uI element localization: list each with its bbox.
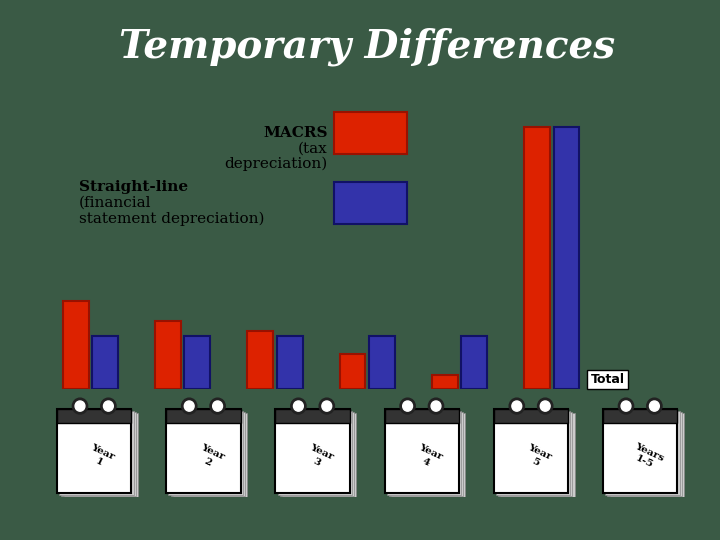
Text: statement depreciation): statement depreciation) [79, 212, 264, 226]
Circle shape [72, 398, 88, 414]
FancyBboxPatch shape [59, 410, 133, 495]
FancyBboxPatch shape [335, 182, 407, 224]
FancyBboxPatch shape [391, 413, 466, 497]
FancyBboxPatch shape [608, 411, 682, 496]
Text: Year
4: Year 4 [413, 443, 444, 471]
Bar [276, 336, 302, 389]
FancyBboxPatch shape [171, 411, 245, 496]
FancyBboxPatch shape [387, 410, 461, 495]
Circle shape [428, 398, 444, 414]
Circle shape [431, 401, 441, 411]
FancyBboxPatch shape [276, 409, 350, 494]
Circle shape [291, 398, 306, 414]
Bar [247, 330, 273, 389]
Circle shape [184, 401, 194, 411]
FancyBboxPatch shape [603, 409, 678, 494]
Text: Year
3: Year 3 [304, 443, 335, 471]
Text: MACRS: MACRS [264, 126, 328, 140]
FancyBboxPatch shape [606, 410, 680, 495]
Text: Year
5: Year 5 [522, 443, 553, 471]
FancyBboxPatch shape [603, 409, 678, 423]
FancyBboxPatch shape [496, 410, 570, 495]
FancyBboxPatch shape [498, 411, 572, 496]
Text: depreciation): depreciation) [225, 157, 328, 172]
Circle shape [104, 401, 113, 411]
Circle shape [621, 401, 631, 411]
FancyBboxPatch shape [168, 410, 243, 495]
Circle shape [210, 398, 225, 414]
Circle shape [649, 401, 660, 411]
Circle shape [538, 398, 553, 414]
FancyBboxPatch shape [63, 413, 138, 497]
FancyBboxPatch shape [166, 409, 240, 494]
Bar [155, 321, 181, 389]
Bar [554, 127, 580, 389]
Circle shape [101, 398, 116, 414]
Text: (tax: (tax [298, 141, 328, 156]
Text: Year
2: Year 2 [194, 443, 225, 471]
FancyBboxPatch shape [384, 409, 459, 423]
FancyBboxPatch shape [173, 413, 247, 497]
FancyBboxPatch shape [166, 409, 240, 423]
Text: (financial: (financial [79, 196, 151, 210]
Text: Straight-line: Straight-line [79, 180, 188, 194]
Bar [432, 375, 458, 389]
FancyBboxPatch shape [61, 411, 135, 496]
Text: Total: Total [590, 373, 624, 386]
Circle shape [618, 398, 634, 414]
FancyBboxPatch shape [276, 409, 350, 423]
Text: Year
1: Year 1 [85, 443, 117, 471]
FancyBboxPatch shape [389, 411, 463, 496]
Circle shape [294, 401, 303, 411]
Circle shape [402, 401, 413, 411]
FancyBboxPatch shape [610, 413, 684, 497]
Bar [369, 336, 395, 389]
FancyBboxPatch shape [57, 409, 131, 423]
FancyBboxPatch shape [494, 409, 568, 423]
Bar [462, 336, 487, 389]
FancyBboxPatch shape [335, 112, 407, 154]
FancyBboxPatch shape [280, 411, 354, 496]
FancyBboxPatch shape [282, 413, 356, 497]
FancyBboxPatch shape [500, 413, 575, 497]
Circle shape [400, 398, 415, 414]
Circle shape [647, 398, 662, 414]
Text: Temporary Differences: Temporary Differences [119, 28, 616, 66]
Bar [524, 127, 550, 389]
Text: Years
1-5: Years 1-5 [629, 442, 665, 472]
Bar [340, 354, 365, 389]
Circle shape [509, 398, 524, 414]
Bar [63, 301, 89, 389]
Bar [184, 336, 210, 389]
Bar [92, 336, 118, 389]
FancyBboxPatch shape [57, 409, 131, 494]
Circle shape [181, 398, 197, 414]
Circle shape [75, 401, 85, 411]
Circle shape [512, 401, 522, 411]
Circle shape [212, 401, 222, 411]
FancyBboxPatch shape [278, 410, 352, 495]
FancyBboxPatch shape [384, 409, 459, 494]
Circle shape [319, 398, 334, 414]
Circle shape [322, 401, 332, 411]
Circle shape [540, 401, 550, 411]
FancyBboxPatch shape [494, 409, 568, 494]
